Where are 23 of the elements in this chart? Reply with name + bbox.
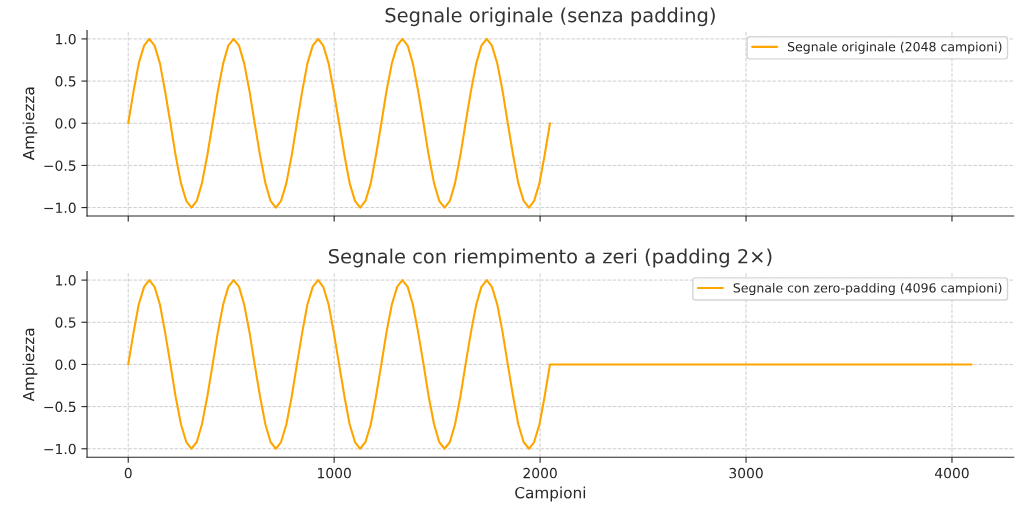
chart-title: Segnale con riempimento a zeri (padding 2×): [328, 248, 772, 268]
x-axis-title: Campioni: [515, 486, 586, 502]
y-axis-title: Ampiezza: [22, 328, 38, 402]
legend-label: Segnale originale (2048 campioni): [787, 41, 1002, 54]
y-tick-label: −0.5: [44, 401, 76, 413]
y-axis-title: Ampiezza: [22, 87, 38, 161]
x-tick-label: 0: [124, 467, 132, 479]
y-tick-label: 1.0: [56, 33, 76, 45]
y-tick-label: 0.0: [55, 118, 76, 129]
y-tick-label: −0.5: [44, 160, 76, 171]
y-tick-label: −1.0: [44, 202, 76, 214]
line-series: [127, 37, 552, 209]
legend-label: Segnale con zero-padding (4096 campioni): [733, 282, 1002, 296]
chart-title: Segnale originale (senza padding): [385, 7, 715, 27]
x-tick-label: 2000: [523, 467, 557, 479]
x-tick-label: 1000: [318, 467, 351, 479]
x-tick-label: 4000: [934, 467, 969, 479]
y-tick-label: −1.0: [44, 443, 76, 455]
y-tick-label: 0.5: [55, 317, 76, 328]
y-tick-label: 0.5: [55, 76, 76, 87]
x-tick-label: 3000: [729, 467, 763, 479]
y-tick-label: 1.0: [56, 275, 76, 286]
y-tick-label: 0.0: [55, 359, 76, 370]
